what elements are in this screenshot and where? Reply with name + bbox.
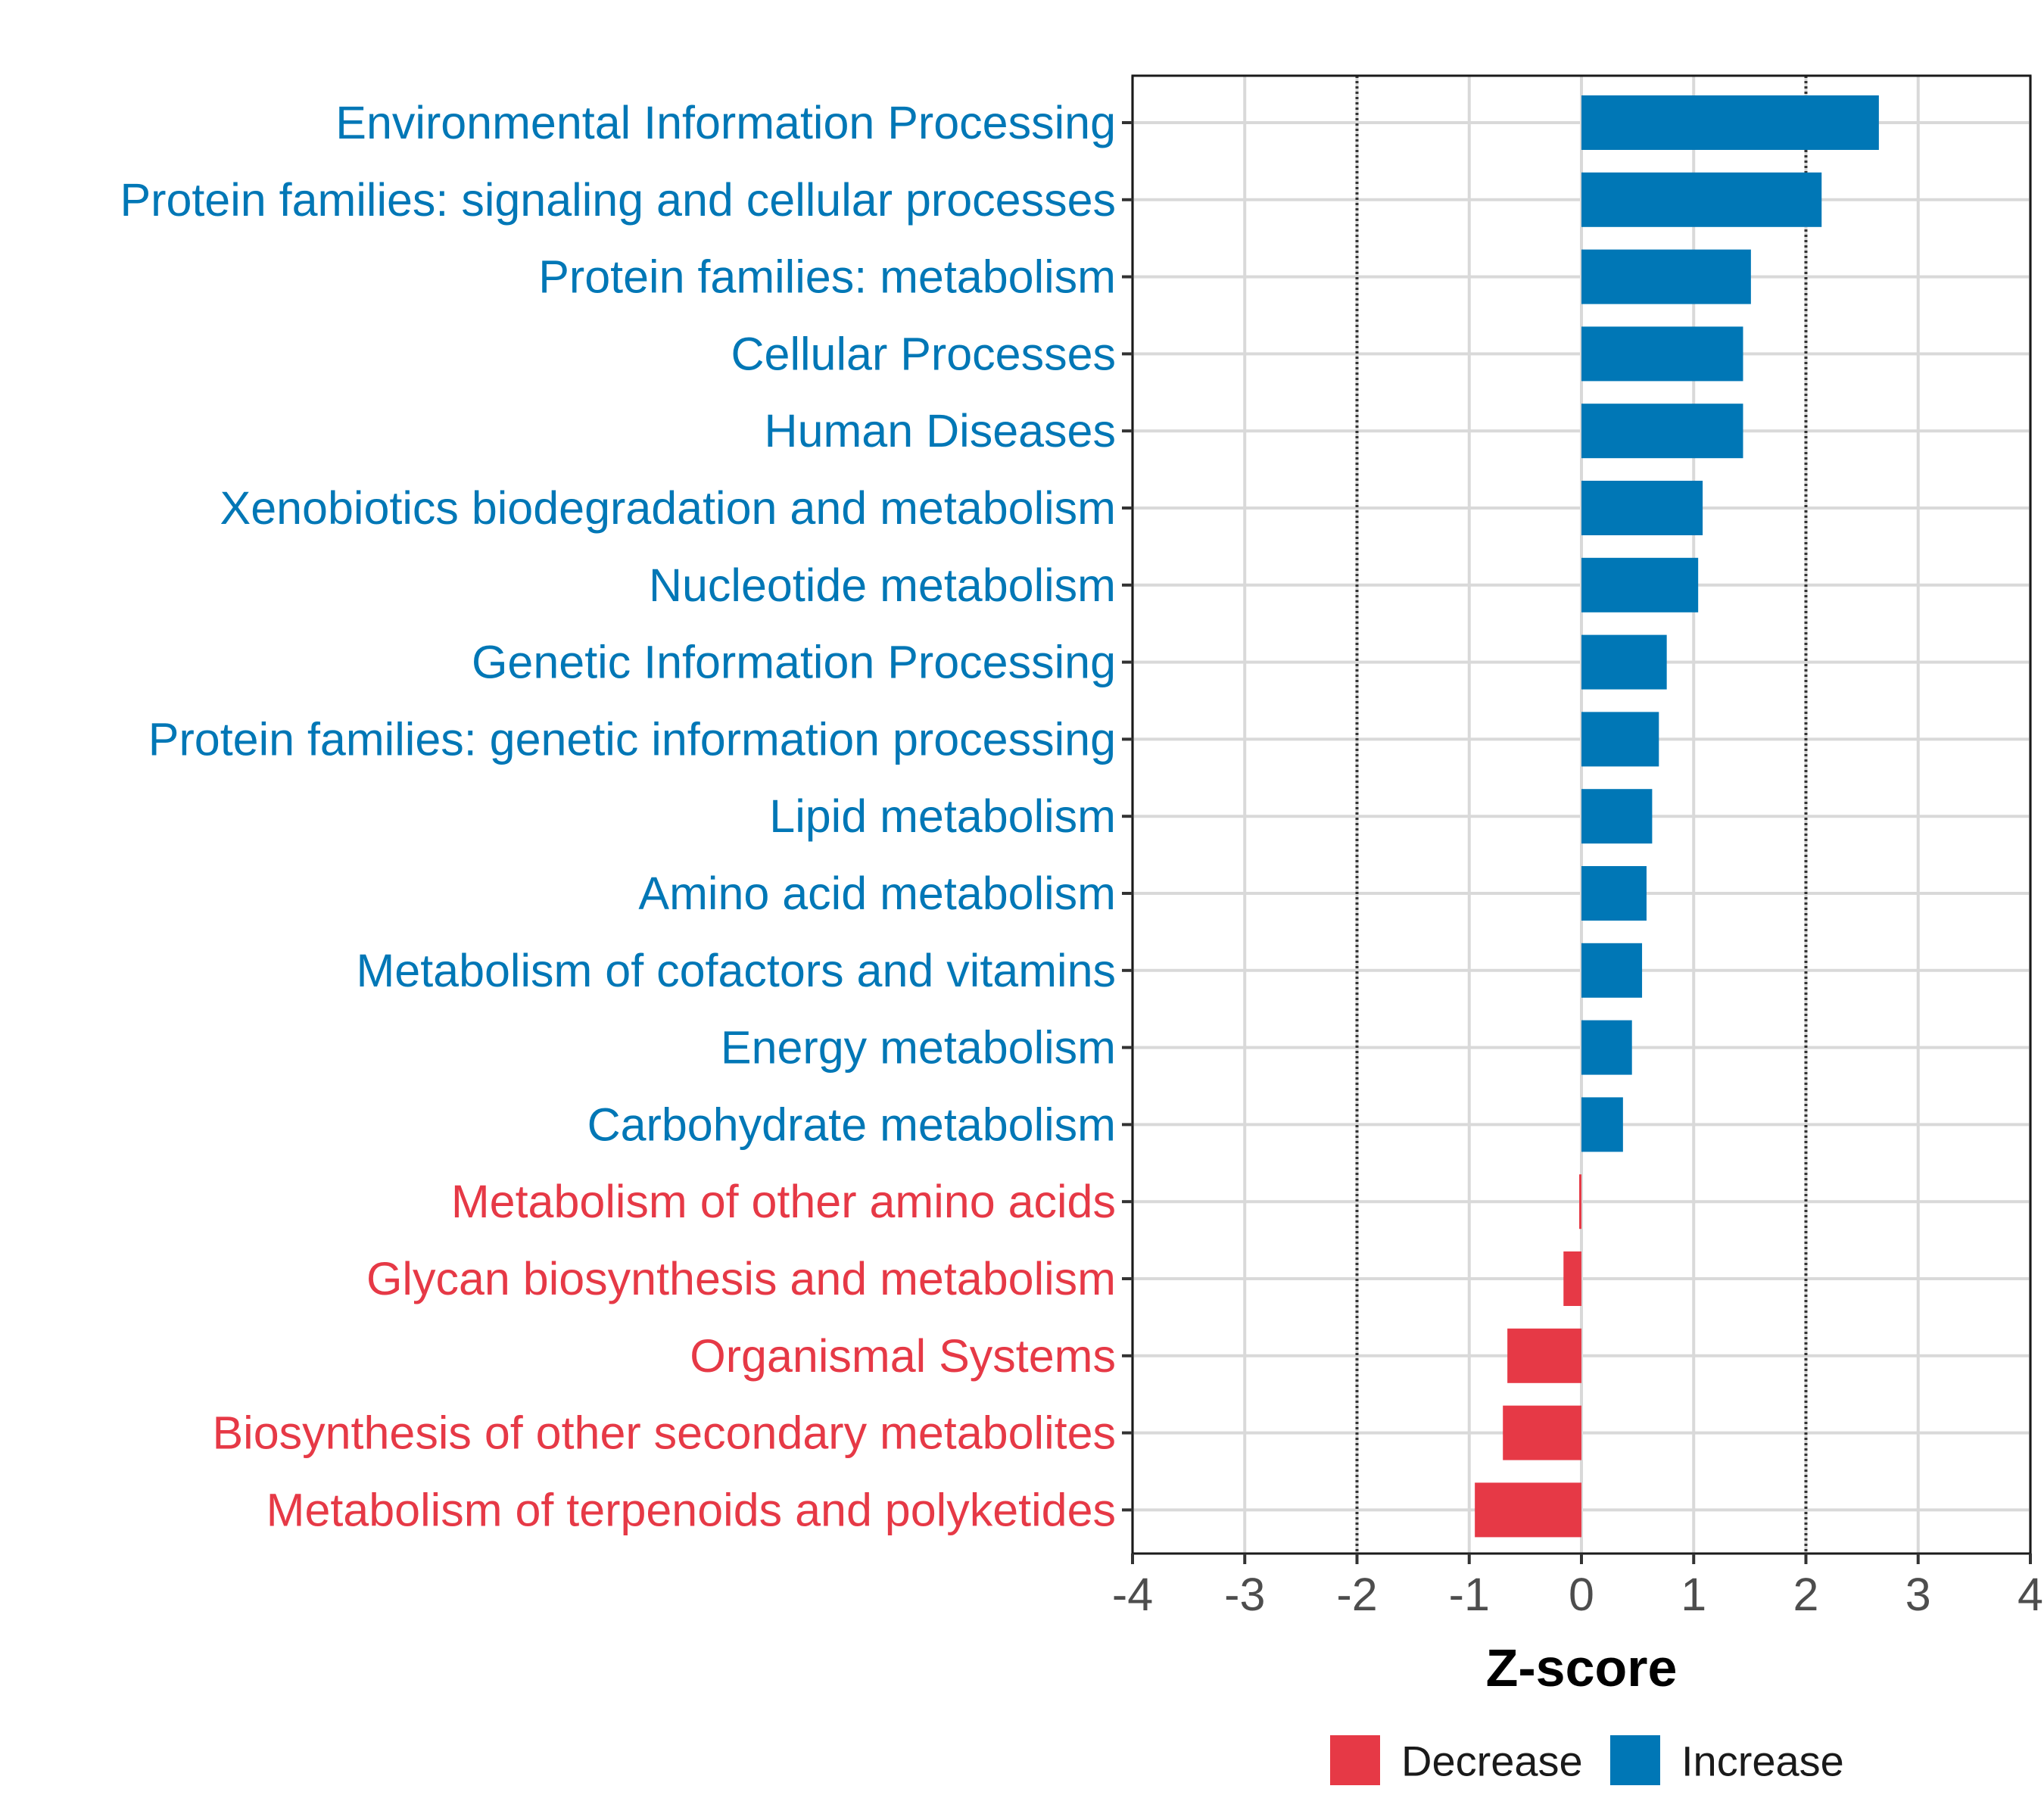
category-label: Protein families: signaling and cellular… [120,174,1116,226]
category-label: Organismal Systems [690,1330,1116,1382]
bar-decrease [1475,1482,1581,1538]
category-label: Energy metabolism [721,1022,1116,1074]
x-tick-label: -2 [1336,1569,1377,1620]
bar-increase [1581,404,1743,459]
category-label: Metabolism of terpenoids and polyketides [266,1484,1116,1535]
bar-increase [1581,326,1743,382]
category-label: Protein families: metabolism [538,251,1116,303]
bar-increase [1581,557,1699,612]
category-label: Biosynthesis of other secondary metaboli… [212,1407,1116,1459]
x-tick-label: 2 [1793,1569,1819,1620]
bar-increase [1581,249,1751,304]
bar-increase [1581,481,1703,535]
legend: Decrease Increase [1330,1735,1844,1785]
x-axis: -4 -3 -2 -1 0 1 2 3 4 [1112,1554,2043,1620]
category-label: Lipid metabolism [769,790,1116,842]
x-axis-title: Z-score [1486,1638,1678,1697]
category-label: Environmental Information Processing [335,97,1116,148]
bar-increase [1581,1020,1632,1075]
category-label: Amino acid metabolism [638,868,1116,919]
category-label: Glycan biosynthesis and metabolism [366,1253,1116,1304]
bar-increase [1581,1097,1623,1152]
bar-increase [1581,943,1643,998]
category-label: Protein families: genetic information pr… [148,713,1116,765]
x-tick-label: -1 [1449,1569,1490,1620]
x-tick-label: 4 [2018,1569,2043,1620]
legend-label-increase: Increase [1681,1738,1844,1785]
legend-swatch-increase [1610,1735,1660,1785]
category-label: Cellular Processes [731,328,1116,379]
y-axis: Environmental Information Processing Prot… [120,97,1133,1535]
category-label: Genetic Information Processing [472,637,1116,688]
x-tick-label: -3 [1224,1569,1265,1620]
category-label: Metabolism of cofactors and vitamins [356,945,1116,996]
reference-lines [1355,76,1808,1554]
x-tick-label: 3 [1905,1569,1931,1620]
category-label: Human Diseases [765,405,1116,457]
x-tick-label: 0 [1569,1569,1594,1620]
category-label: Nucleotide metabolism [649,559,1116,611]
bar-decrease [1563,1251,1581,1306]
category-label: Metabolism of other amino acids [451,1176,1116,1227]
bar-increase [1581,712,1659,767]
bar-increase [1581,866,1647,921]
bar-increase [1581,172,1822,227]
bar-decrease [1507,1328,1581,1383]
legend-label-decrease: Decrease [1401,1738,1583,1785]
bars [1475,95,1879,1538]
bar-increase [1581,95,1879,150]
x-tick-label: 1 [1681,1569,1706,1620]
bar-increase [1581,634,1667,690]
bar-decrease [1503,1405,1581,1460]
category-label: Xenobiotics biodegradation and metabolis… [220,482,1116,534]
bar-increase [1581,789,1653,844]
legend-swatch-decrease [1330,1735,1380,1785]
x-tick-label: -4 [1112,1569,1153,1620]
bar-decrease [1579,1174,1581,1230]
category-label: Carbohydrate metabolism [587,1099,1116,1150]
